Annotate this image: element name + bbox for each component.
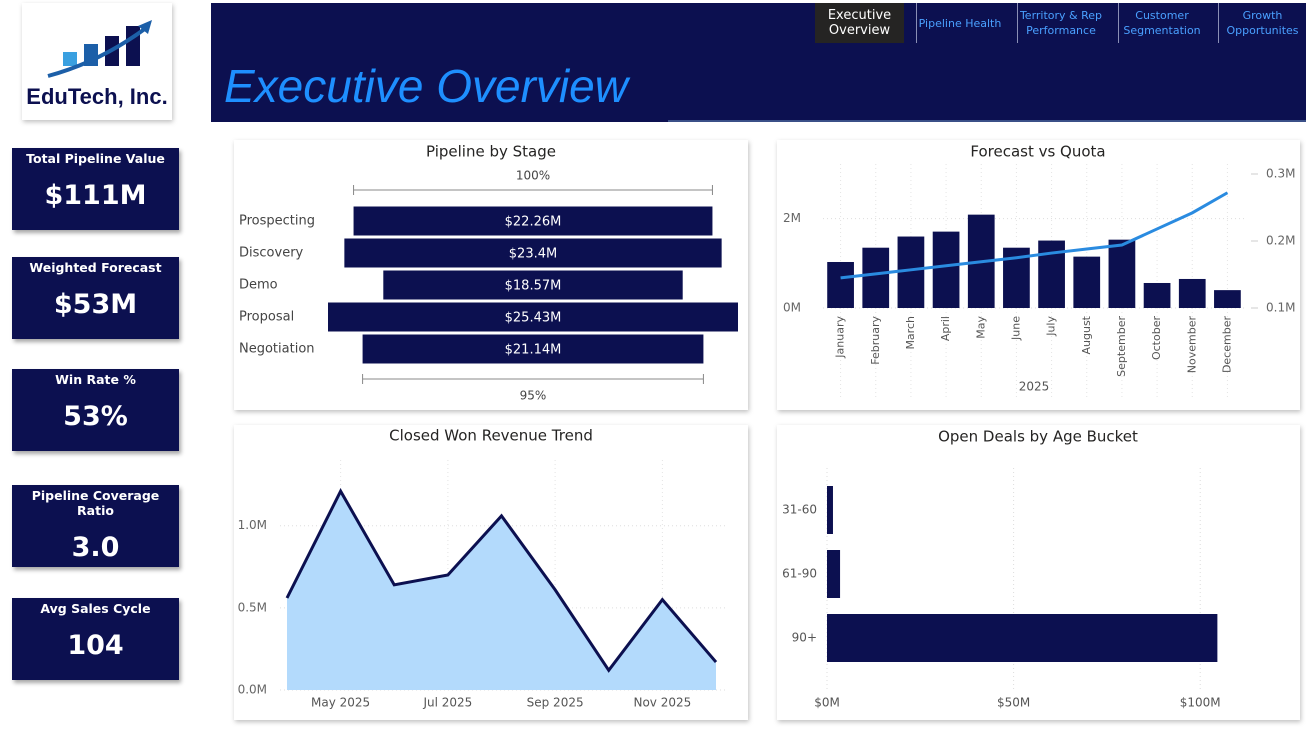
x-tick-label: June bbox=[1009, 316, 1022, 341]
kpi-card: Pipeline Coverage Ratio 3.0 bbox=[12, 485, 179, 567]
kpi-label: Win Rate % bbox=[55, 372, 136, 387]
x-tick-label: July bbox=[1045, 316, 1058, 337]
kpi-card: Win Rate % 53% bbox=[12, 369, 179, 451]
kpi-label: Weighted Forecast bbox=[29, 260, 162, 275]
funnel-bar bbox=[362, 334, 704, 364]
chart-title: Closed Won Revenue Trend bbox=[389, 427, 593, 445]
stage-label: Demo bbox=[239, 278, 278, 293]
y-tick-label: 2M bbox=[783, 211, 801, 225]
chart-title: Pipeline by Stage bbox=[426, 143, 556, 161]
x-tick-label: November bbox=[1185, 316, 1198, 374]
kpi-value: 104 bbox=[67, 630, 124, 661]
line bbox=[285, 488, 718, 673]
card bbox=[777, 425, 1300, 720]
y-tick-label: 0.0M bbox=[238, 683, 267, 697]
value-label: $18.57M bbox=[505, 279, 562, 294]
bar bbox=[862, 247, 890, 308]
funnel-bar bbox=[344, 238, 722, 268]
annotation: 100% bbox=[516, 169, 550, 183]
x-tick-label: Sep 2025 bbox=[527, 696, 584, 710]
y-tick-label: 1.0M bbox=[238, 518, 267, 532]
x-tick-label: February bbox=[869, 316, 882, 365]
value-label: $23.4M bbox=[509, 247, 557, 262]
x-tick-label: $50M bbox=[997, 696, 1030, 710]
bar bbox=[1108, 239, 1136, 308]
value-label: $22.26M bbox=[505, 215, 562, 230]
bracket bbox=[353, 185, 713, 195]
value-label: $21.14M bbox=[505, 343, 562, 358]
x-tick-label: October bbox=[1150, 316, 1163, 360]
nav-tab[interactable]: Customer Segmentation bbox=[1118, 3, 1205, 43]
stage-label: Negotiation bbox=[239, 342, 315, 357]
bar bbox=[827, 261, 854, 308]
nav-tab[interactable]: Pipeline Health bbox=[916, 3, 1003, 43]
x-axis-title: 2025 bbox=[1019, 380, 1050, 394]
nav-tab[interactable]: Executive Overview bbox=[815, 3, 904, 43]
x-tick-label: $0M bbox=[814, 696, 840, 710]
x-tick-label: September bbox=[1115, 316, 1128, 377]
kpi-label: Pipeline Coverage Ratio bbox=[31, 488, 160, 518]
annotation: 95% bbox=[520, 389, 547, 403]
x-tick-label: December bbox=[1220, 316, 1233, 374]
y2-tick-label: 0.3M bbox=[1266, 167, 1295, 181]
kpi-label: Avg Sales Cycle bbox=[40, 601, 151, 616]
bar bbox=[1143, 282, 1171, 308]
y-tick-label: 61-90 bbox=[782, 567, 817, 581]
kpi-value: $111M bbox=[44, 180, 147, 211]
y-tick-label: 31-60 bbox=[782, 503, 817, 517]
kpi-value: 3.0 bbox=[71, 532, 120, 563]
chart-title: Open Deals by Age Bucket bbox=[938, 428, 1138, 446]
kpi-card: Total Pipeline Value $111M bbox=[12, 148, 179, 230]
stage-label: Proposal bbox=[239, 310, 294, 325]
y-tick-label: 90+ bbox=[792, 631, 817, 645]
nav-tab[interactable]: Growth Opportunites bbox=[1218, 3, 1306, 43]
bar bbox=[827, 486, 833, 534]
bar bbox=[1178, 278, 1206, 308]
x-tick-label: Jul 2025 bbox=[422, 696, 472, 710]
x-tick-label: March bbox=[904, 316, 917, 350]
funnel-bar bbox=[328, 302, 738, 332]
funnel-bar bbox=[353, 206, 713, 236]
logo-text: EduTech, Inc. bbox=[26, 84, 167, 109]
kpi-card: Avg Sales Cycle 104 bbox=[12, 598, 179, 680]
stage-label: Discovery bbox=[239, 246, 304, 261]
x-tick-label: $100M bbox=[1180, 696, 1221, 710]
y-tick-label: 0.5M bbox=[238, 600, 267, 614]
kpi-value: $53M bbox=[53, 289, 138, 320]
kpi-label: Total Pipeline Value bbox=[26, 151, 165, 166]
funnel-bar bbox=[383, 270, 683, 300]
bracket bbox=[362, 374, 704, 384]
x-tick-label: May bbox=[974, 316, 987, 339]
nav-tab[interactable]: Territory & Rep Performance bbox=[1017, 3, 1104, 43]
x-tick-label: August bbox=[1080, 315, 1093, 354]
line bbox=[840, 191, 1229, 280]
chart-title: Forecast vs Quota bbox=[970, 143, 1105, 161]
kpi-value: 53% bbox=[63, 401, 128, 432]
area bbox=[287, 491, 716, 690]
y-tick-label: 0M bbox=[783, 301, 801, 315]
value-label: $25.43M bbox=[505, 311, 562, 326]
y2-tick-label: 0.2M bbox=[1266, 234, 1295, 248]
bar bbox=[932, 231, 960, 308]
bar bbox=[827, 550, 841, 598]
x-tick-label: May 2025 bbox=[311, 696, 370, 710]
bar bbox=[1214, 290, 1241, 308]
logo-icon bbox=[47, 20, 152, 78]
x-tick-label: April bbox=[939, 316, 952, 341]
bar bbox=[827, 614, 1218, 662]
bar bbox=[1073, 256, 1101, 308]
x-tick-label: January bbox=[834, 316, 847, 359]
x-tick-label: Nov 2025 bbox=[633, 696, 691, 710]
y2-tick-label: 0.1M bbox=[1266, 301, 1295, 315]
kpi-card: Weighted Forecast $53M bbox=[12, 257, 179, 339]
stage-label: Prospecting bbox=[239, 214, 315, 229]
page-title: Executive Overview bbox=[224, 60, 631, 112]
header-bar bbox=[211, 3, 1306, 122]
